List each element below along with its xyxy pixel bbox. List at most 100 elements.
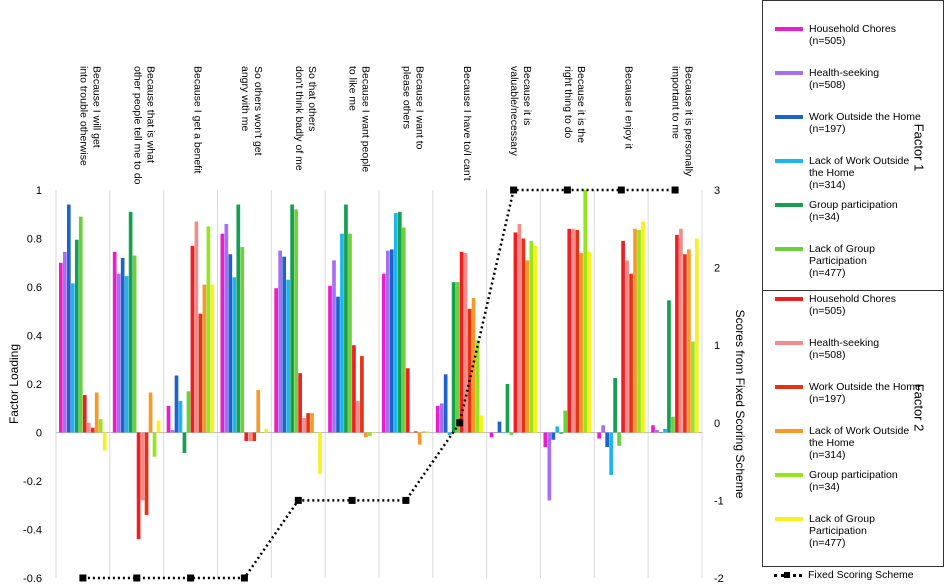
bar — [352, 345, 356, 433]
legend-swatch — [775, 429, 803, 433]
bar — [290, 204, 294, 433]
bar — [475, 340, 480, 433]
bar — [385, 250, 390, 433]
category-label: Because it is — [521, 66, 533, 126]
legend-series-name: Household Chores — [809, 23, 896, 35]
category-label: Because it is the — [575, 66, 587, 143]
bar — [637, 230, 641, 433]
legend-series-n: (n=197) — [809, 393, 846, 405]
legend-series-name: Health-seeking — [809, 337, 880, 349]
legend-swatch — [775, 517, 803, 521]
bar — [336, 296, 340, 433]
bar — [178, 400, 183, 433]
legend-swatch — [775, 203, 803, 207]
bar — [116, 273, 121, 433]
fixed-scheme-point — [187, 574, 195, 582]
bar — [401, 227, 406, 433]
bar — [282, 256, 286, 433]
bar — [501, 432, 506, 433]
bar — [59, 262, 63, 433]
legend-label: Lack of Work Outside the Home (n=314) — [809, 155, 921, 191]
legend-swatch — [775, 341, 803, 345]
category-label: other people tell me to do — [131, 66, 143, 185]
bar — [240, 246, 245, 433]
bar — [555, 426, 560, 433]
bar — [332, 260, 336, 433]
bar — [601, 425, 606, 433]
bar — [617, 432, 621, 446]
bar — [120, 257, 125, 433]
legend-swatch — [775, 27, 803, 31]
bar — [278, 250, 283, 433]
bar — [382, 273, 386, 433]
category-label: Because I will get — [90, 66, 102, 148]
bar — [547, 432, 552, 501]
bar — [525, 260, 530, 433]
bar — [543, 432, 548, 448]
bar — [70, 283, 75, 433]
bar — [521, 238, 526, 433]
bar — [368, 432, 372, 437]
bar — [583, 190, 588, 433]
legend-series-n: (n=197) — [809, 123, 846, 135]
legend-item: Lack of Group Participation (n=477) — [775, 243, 921, 279]
bar — [102, 432, 107, 451]
legend-series-name: Work Outside the Home — [809, 111, 921, 123]
bar — [152, 432, 157, 457]
y-tick-label: 0.2 — [27, 379, 42, 391]
bar — [190, 245, 195, 433]
legend-label: Health-seeking (n=508) — [809, 337, 921, 361]
bar — [633, 228, 637, 433]
bar — [397, 211, 402, 433]
legend-label: Lack of Group Participation (n=477) — [809, 513, 921, 549]
category-label: angry with me — [239, 66, 251, 132]
bar — [551, 432, 556, 440]
bar — [74, 239, 79, 433]
legend-series-name: Lack of Work Outside the Home — [809, 155, 910, 179]
legend-item: Group participation (n=34) — [775, 199, 921, 223]
bar — [675, 234, 679, 433]
legend-item: Health-seeking (n=508) — [775, 67, 921, 91]
bar — [671, 416, 675, 433]
legend-label: Lack of Group Participation (n=477) — [809, 243, 921, 279]
fixed-scheme-point — [79, 574, 87, 582]
legend-label: Work Outside the Home (n=197) — [809, 381, 921, 405]
bar — [140, 432, 145, 501]
bar — [389, 249, 394, 433]
category-label: So others won't get — [252, 66, 264, 156]
bar — [82, 394, 87, 433]
bar — [563, 410, 568, 433]
bar — [659, 432, 663, 433]
category-label: Because I want to — [413, 66, 425, 150]
bar — [256, 390, 261, 433]
bar — [340, 233, 344, 433]
category-label: Because I want people — [360, 66, 372, 172]
bar — [274, 288, 279, 433]
y-tick-label: -0.2 — [23, 476, 42, 488]
legend-series-name: Group participation — [809, 199, 898, 211]
bar — [489, 432, 494, 438]
y-tick-label: 0.4 — [27, 331, 42, 343]
bar — [132, 255, 137, 433]
bar — [232, 277, 237, 433]
bar — [667, 300, 671, 433]
bar — [447, 432, 452, 435]
fixed-scheme-point — [402, 496, 410, 504]
legend-series-name: Lack of Group Participation — [809, 513, 875, 537]
y2-axis-title: Scores from Fixed Scoring Scheme — [733, 310, 747, 499]
fixed-scheme-point — [294, 496, 302, 504]
bar — [493, 432, 498, 433]
category-label: right thing to do — [562, 66, 574, 139]
fixed-scheme-point — [348, 496, 356, 504]
legend-series-n: (n=508) — [809, 349, 846, 361]
legend-series-n: (n=34) — [809, 211, 840, 223]
bar — [571, 228, 576, 433]
bar — [625, 260, 629, 433]
bar — [597, 432, 602, 439]
bar — [413, 431, 418, 433]
bar — [405, 368, 410, 433]
y-tick-label: 1 — [36, 185, 42, 197]
bar — [417, 432, 422, 445]
legend-swatch — [775, 115, 803, 119]
